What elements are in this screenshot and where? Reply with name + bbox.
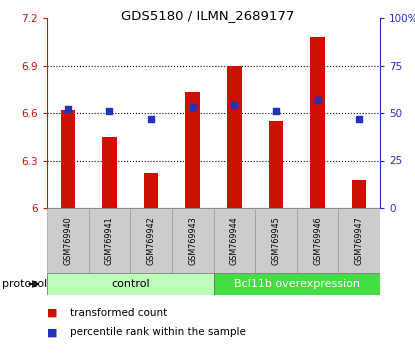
Text: transformed count: transformed count [70, 308, 167, 318]
Text: GSM769945: GSM769945 [271, 216, 281, 265]
Text: GSM769941: GSM769941 [105, 216, 114, 265]
Bar [227, 65, 242, 208]
Bar [186, 92, 200, 208]
Bar [310, 37, 325, 208]
Point [356, 116, 363, 121]
Bar [338, 208, 380, 273]
Bar [297, 208, 338, 273]
Bar [130, 208, 172, 273]
Point [273, 108, 279, 114]
Text: control: control [111, 279, 149, 289]
Text: GSM769944: GSM769944 [230, 216, 239, 265]
Bar [144, 173, 159, 208]
Text: GSM769947: GSM769947 [355, 216, 364, 265]
Text: Bcl11b overexpression: Bcl11b overexpression [234, 279, 360, 289]
Bar [47, 273, 213, 295]
Point [314, 97, 321, 103]
Point [189, 104, 196, 110]
Bar [213, 273, 380, 295]
Bar [102, 137, 117, 208]
Text: GSM769943: GSM769943 [188, 216, 197, 265]
Text: protocol: protocol [2, 279, 47, 289]
Text: GSM769940: GSM769940 [63, 216, 72, 265]
Text: GSM769946: GSM769946 [313, 216, 322, 265]
Point [106, 108, 113, 114]
Bar [89, 208, 130, 273]
Text: GDS5180 / ILMN_2689177: GDS5180 / ILMN_2689177 [121, 9, 294, 22]
Bar [269, 121, 283, 208]
Text: GSM769942: GSM769942 [146, 216, 156, 265]
Point [64, 106, 71, 112]
Bar [255, 208, 297, 273]
Point [148, 116, 154, 121]
Bar [172, 208, 213, 273]
Text: ■: ■ [47, 308, 58, 318]
Text: percentile rank within the sample: percentile rank within the sample [70, 327, 246, 337]
Bar [213, 208, 255, 273]
Bar [61, 110, 75, 208]
Bar [352, 179, 366, 208]
Text: ■: ■ [47, 327, 58, 337]
Point [231, 103, 238, 108]
Bar [47, 208, 89, 273]
